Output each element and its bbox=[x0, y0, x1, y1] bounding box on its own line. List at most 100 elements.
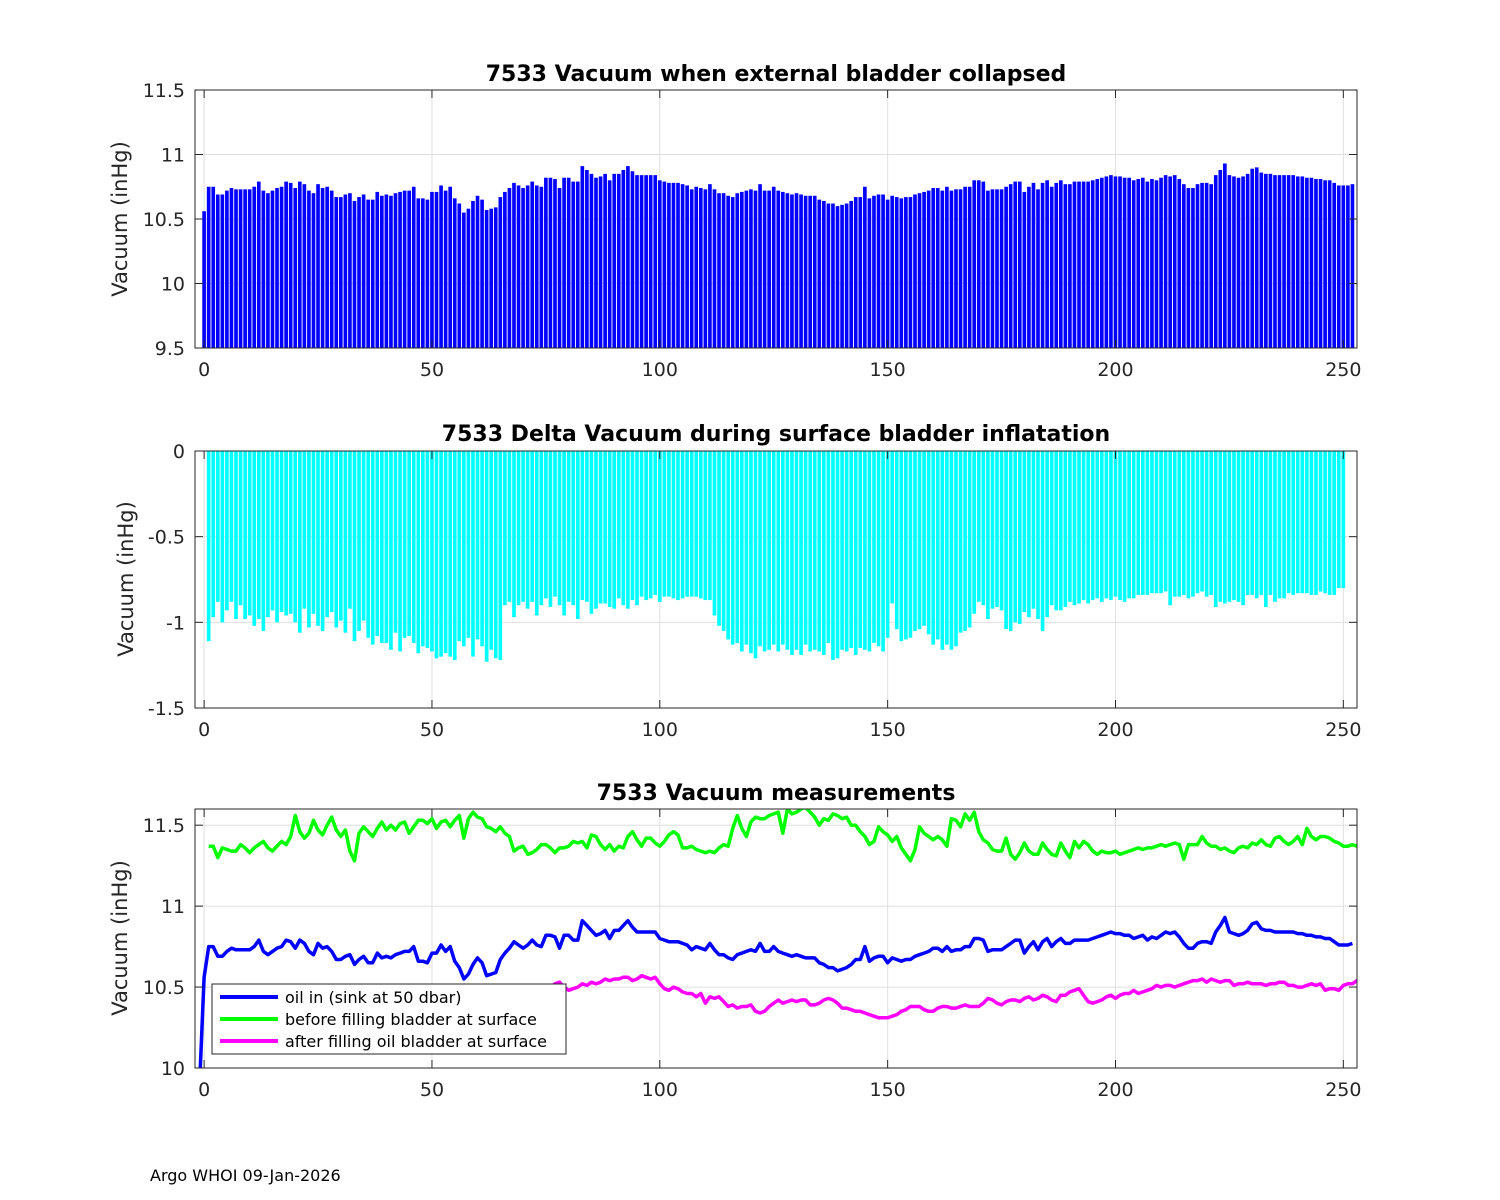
bar bbox=[990, 189, 995, 348]
bar bbox=[1054, 182, 1059, 348]
bar bbox=[826, 203, 831, 348]
bar bbox=[1254, 167, 1259, 348]
bar bbox=[361, 451, 366, 621]
bar bbox=[735, 451, 740, 643]
legend-entry: before filling bladder at surface bbox=[285, 1010, 537, 1029]
bar bbox=[452, 451, 457, 661]
vacuum-measurements-chart: 7533 Vacuum measurements Vacuum (inHg) 0… bbox=[108, 781, 1361, 1101]
y-tick-label: 11.5 bbox=[143, 80, 185, 102]
bar bbox=[407, 451, 411, 637]
bar bbox=[1318, 179, 1323, 348]
bar bbox=[348, 193, 352, 348]
axes-frame bbox=[194, 808, 1358, 1069]
bar bbox=[976, 451, 981, 602]
bar bbox=[398, 451, 402, 652]
bar bbox=[667, 451, 671, 597]
bar bbox=[1291, 175, 1296, 348]
bar bbox=[967, 186, 972, 348]
bar bbox=[571, 181, 576, 348]
bar bbox=[863, 451, 867, 650]
bar bbox=[1323, 180, 1327, 348]
bar bbox=[480, 199, 484, 348]
x-tick-label: 0 bbox=[198, 1079, 210, 1101]
bar bbox=[1268, 173, 1273, 348]
bar bbox=[1077, 451, 1081, 604]
bar bbox=[635, 175, 639, 348]
bar bbox=[785, 451, 790, 650]
bar bbox=[393, 193, 398, 348]
bar bbox=[1122, 177, 1127, 348]
bar bbox=[1327, 451, 1332, 595]
bar bbox=[275, 451, 279, 623]
bar bbox=[876, 451, 881, 647]
bar bbox=[708, 184, 712, 348]
bar bbox=[1336, 185, 1341, 348]
bar bbox=[553, 451, 557, 597]
bar bbox=[1245, 173, 1250, 348]
bar bbox=[548, 177, 553, 348]
bar bbox=[1209, 184, 1214, 348]
bar bbox=[247, 189, 252, 348]
bar bbox=[380, 451, 384, 643]
bar bbox=[352, 451, 357, 642]
bar bbox=[1232, 176, 1236, 348]
bar bbox=[539, 186, 544, 348]
bar bbox=[680, 451, 685, 599]
bar bbox=[525, 185, 530, 348]
bar bbox=[316, 451, 320, 626]
bar bbox=[676, 182, 680, 348]
bar bbox=[1154, 451, 1159, 594]
bar bbox=[808, 451, 812, 652]
bar bbox=[252, 186, 257, 348]
bar bbox=[562, 177, 566, 348]
bar bbox=[1223, 163, 1227, 348]
bar bbox=[530, 181, 535, 348]
bar bbox=[1099, 451, 1104, 602]
bar bbox=[758, 184, 762, 348]
bar bbox=[416, 198, 421, 348]
bar bbox=[1072, 451, 1077, 606]
bar bbox=[1213, 451, 1218, 607]
bar bbox=[689, 189, 694, 348]
bar bbox=[229, 451, 234, 602]
bar bbox=[1068, 184, 1072, 348]
bar bbox=[790, 194, 794, 348]
bar bbox=[958, 451, 963, 633]
bar bbox=[1136, 451, 1141, 595]
bar bbox=[1008, 184, 1013, 348]
bar bbox=[1017, 181, 1022, 348]
bar bbox=[1054, 451, 1059, 611]
bar bbox=[1204, 451, 1209, 597]
bar bbox=[986, 190, 990, 348]
bar bbox=[389, 451, 393, 650]
bar bbox=[1336, 451, 1341, 589]
bar bbox=[1291, 451, 1296, 595]
bar bbox=[653, 175, 658, 348]
bar bbox=[1264, 451, 1268, 607]
bar bbox=[234, 451, 238, 619]
bar bbox=[1277, 451, 1282, 599]
bar bbox=[1295, 176, 1300, 348]
bar bbox=[498, 197, 503, 348]
bar bbox=[935, 451, 940, 640]
bar bbox=[1277, 175, 1282, 348]
bar bbox=[603, 451, 607, 604]
bar bbox=[1063, 451, 1068, 607]
bar bbox=[730, 197, 735, 348]
bar bbox=[1286, 451, 1291, 594]
x-tick-label: 250 bbox=[1325, 1079, 1361, 1101]
data-layer bbox=[202, 163, 1355, 348]
bar bbox=[671, 451, 676, 599]
legend-entry: after filling oil bladder at surface bbox=[285, 1032, 547, 1051]
bar bbox=[320, 451, 325, 631]
bar bbox=[967, 451, 972, 628]
bar bbox=[215, 194, 220, 348]
bar bbox=[1172, 451, 1177, 597]
bar bbox=[1300, 451, 1305, 594]
bar bbox=[730, 451, 735, 645]
bar bbox=[525, 451, 530, 609]
bar bbox=[1250, 451, 1255, 595]
bar bbox=[1004, 451, 1008, 630]
bar bbox=[835, 451, 840, 659]
x-tick-label: 100 bbox=[642, 719, 678, 741]
